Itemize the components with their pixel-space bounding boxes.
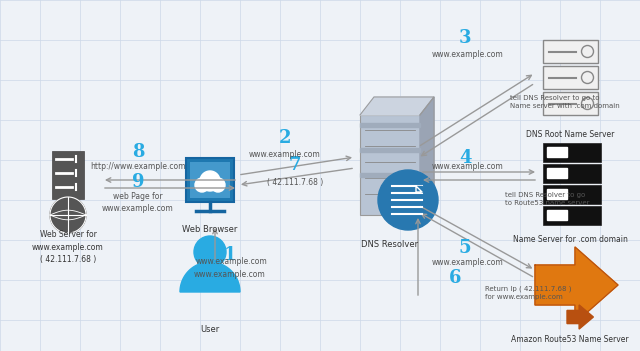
Text: http://www.example.com: http://www.example.com: [90, 162, 186, 171]
Text: 5: 5: [459, 239, 471, 257]
Text: Return Ip ( 42.111.7.68 )
for www.example.com: Return Ip ( 42.111.7.68 ) for www.exampl…: [485, 285, 572, 299]
Text: www.example.com: www.example.com: [249, 150, 321, 159]
Text: 1: 1: [224, 246, 236, 264]
Text: Web Browser: Web Browser: [182, 225, 237, 234]
Text: www.example.com: www.example.com: [432, 258, 504, 267]
Text: 2: 2: [279, 129, 291, 147]
Polygon shape: [360, 148, 420, 152]
FancyBboxPatch shape: [186, 158, 234, 202]
Text: 3: 3: [459, 29, 471, 47]
Polygon shape: [420, 97, 434, 215]
Text: DNS Resolver: DNS Resolver: [362, 240, 419, 249]
Polygon shape: [360, 173, 420, 177]
Circle shape: [200, 171, 220, 191]
Text: 9: 9: [132, 173, 144, 191]
FancyBboxPatch shape: [543, 205, 601, 225]
Text: Name Server for .com domain: Name Server for .com domain: [513, 235, 627, 244]
Circle shape: [378, 170, 438, 230]
Polygon shape: [360, 123, 420, 127]
Polygon shape: [547, 168, 567, 178]
FancyBboxPatch shape: [543, 185, 601, 204]
FancyBboxPatch shape: [543, 66, 598, 89]
Text: ( 42.111.7.68 ): ( 42.111.7.68 ): [267, 178, 323, 187]
Text: www.example.com: www.example.com: [432, 162, 504, 171]
FancyBboxPatch shape: [200, 181, 220, 191]
Circle shape: [50, 197, 86, 233]
Text: web Page for
www.example.com: web Page for www.example.com: [102, 192, 174, 213]
FancyBboxPatch shape: [360, 115, 420, 215]
FancyBboxPatch shape: [543, 40, 598, 63]
Polygon shape: [547, 147, 567, 157]
Text: www.example.com: www.example.com: [196, 257, 268, 266]
Circle shape: [194, 236, 226, 268]
Text: User: User: [200, 325, 220, 334]
Polygon shape: [180, 262, 240, 292]
Polygon shape: [547, 210, 567, 220]
Text: Web Server for
www.example.com
( 42.111.7.68 ): Web Server for www.example.com ( 42.111.…: [32, 230, 104, 264]
FancyBboxPatch shape: [543, 92, 598, 115]
FancyBboxPatch shape: [543, 164, 601, 183]
Polygon shape: [416, 186, 422, 192]
Polygon shape: [535, 247, 618, 323]
Text: 7: 7: [289, 156, 301, 174]
Text: tell DNS Resolver to go to
Name server with .com domain: tell DNS Resolver to go to Name server w…: [510, 95, 620, 109]
Text: Amazon Route53 Name Server: Amazon Route53 Name Server: [511, 335, 629, 344]
Text: 6: 6: [449, 269, 461, 287]
Polygon shape: [360, 97, 434, 115]
Text: www.example.com: www.example.com: [432, 50, 504, 59]
Polygon shape: [567, 305, 593, 329]
Polygon shape: [547, 189, 567, 199]
Text: www.example.com: www.example.com: [194, 270, 266, 279]
FancyBboxPatch shape: [52, 151, 84, 199]
FancyBboxPatch shape: [190, 162, 230, 198]
Text: tell DNS Resolver to go
to Route53 name server: tell DNS Resolver to go to Route53 name …: [505, 192, 589, 206]
Text: DNS Root Name Server: DNS Root Name Server: [526, 130, 614, 139]
Circle shape: [195, 178, 209, 192]
Circle shape: [211, 178, 225, 192]
Text: 8: 8: [132, 143, 144, 161]
Text: 4: 4: [459, 149, 471, 167]
FancyBboxPatch shape: [543, 143, 601, 161]
